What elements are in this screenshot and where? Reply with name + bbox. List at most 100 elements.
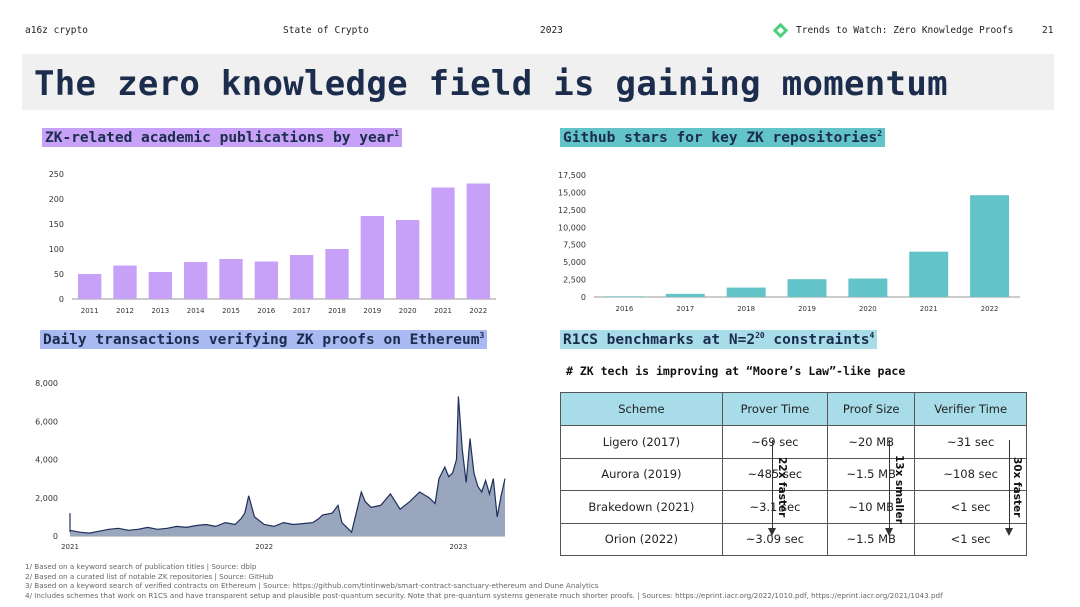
pubs-chart: 0 50 100 150 200 250 2011 2012 2013 2014 2015 2016 2… [49, 170, 496, 315]
bar [787, 279, 827, 297]
y-tick-label: 50 [54, 270, 64, 279]
x-tick-label: 2019 [363, 307, 381, 315]
tx-chart: 0 2,000 4,000 6,000 8,000 2021 2022 2023 [35, 379, 506, 551]
r1cs-footnote-mark: 4 [869, 331, 875, 340]
table-header-row: Scheme Prover Time Proof Size Verifier T… [560, 392, 1027, 426]
y-tick-label: 150 [49, 220, 64, 229]
table-cell: ~31 sec [914, 425, 1027, 459]
bar [396, 220, 420, 299]
y-tick-label: 8,000 [35, 379, 58, 388]
pubs-title: ZK-related academic publications by year… [42, 128, 403, 147]
r1cs-title: R1CS benchmarks at N=220 constraints4 [560, 330, 878, 349]
col-scheme: Scheme [560, 392, 723, 426]
bar [604, 296, 644, 297]
x-tick-label: 2016 [257, 307, 275, 315]
series-line [69, 396, 506, 534]
bar [726, 287, 766, 297]
stars-chart: 0 2,500 5,000 7,500 10,000 12,500 15,000 17,500… [558, 171, 1020, 313]
zk-diamond-icon [772, 22, 789, 39]
bar [113, 265, 137, 299]
table-cell: ~20 MB [827, 425, 916, 459]
table-cell: Brakedown (2021) [560, 490, 723, 524]
r1cs-title-suffix: constraints [764, 331, 870, 348]
footnote-4: 4/ Includes schemes that work on R1CS an… [25, 590, 943, 600]
y-tick-label: 15,000 [558, 188, 586, 197]
bar [431, 187, 455, 299]
r1cs-exponent: 20 [755, 331, 765, 340]
x-tick-label: 2014 [187, 307, 205, 315]
table-cell: ~69 sec [721, 425, 829, 459]
size-improvement-label: 13x smaller [893, 455, 905, 524]
x-tick-label: 2018 [737, 305, 755, 313]
report-label: State of Crypto [283, 25, 369, 36]
table-cell: ~1.5 MB [827, 457, 916, 491]
brand-label: a16z crypto [25, 25, 88, 36]
x-tick-label: 2019 [798, 305, 816, 313]
size-arrow-head [885, 528, 893, 536]
tx-footnote-mark: 3 [479, 331, 485, 340]
table-cell: ~3.1 sec [721, 490, 829, 524]
bar [219, 259, 243, 299]
bar [148, 272, 172, 299]
footnotes: 1/ Based on a keyword search of publicat… [25, 562, 943, 600]
x-tick-label: 2013 [151, 307, 169, 315]
col-proof-size: Proof Size [827, 392, 916, 426]
y-tick-label: 0 [581, 293, 586, 302]
page-title: The zero knowledge field is gaining mome… [34, 64, 948, 104]
x-tick-label: 2015 [222, 307, 240, 315]
x-tick-label: 2012 [116, 307, 134, 315]
y-tick-label: 2,000 [35, 494, 58, 503]
y-tick-label: 0 [53, 532, 58, 541]
y-tick-label: 4,000 [35, 456, 58, 465]
stars-title-text: Github stars for key ZK repositories [563, 129, 878, 146]
year-label: 2023 [540, 25, 563, 36]
table-cell: Orion (2022) [560, 522, 723, 556]
page-number: 21 [1042, 25, 1054, 36]
bar [290, 255, 314, 299]
table-row: Ligero (2017) ~69 sec ~20 MB ~31 sec [560, 425, 1027, 459]
x-tick-label: 2011 [81, 307, 99, 315]
x-tick-label: 2022 [469, 307, 487, 315]
verifier-improvement-label: 30x faster [1011, 457, 1023, 518]
bar [665, 293, 705, 297]
bar [78, 274, 102, 299]
table-cell: Ligero (2017) [560, 425, 723, 459]
footnote-1: 1/ Based on a keyword search of publicat… [25, 562, 257, 571]
bar [325, 249, 349, 299]
x-tick-label: 2020 [399, 307, 417, 315]
stars-footnote-mark: 2 [877, 129, 883, 138]
area-fill [70, 396, 505, 536]
verifier-arrow-line [1009, 440, 1010, 528]
table-row: Orion (2022) ~3.09 sec ~1.5 MB <1 sec [560, 522, 1027, 556]
x-tick-label: 2017 [293, 307, 311, 315]
bar [909, 251, 949, 297]
col-verifier-time: Verifier Time [914, 392, 1027, 426]
prover-arrow-line [772, 440, 773, 528]
table-cell: ~1.5 MB [827, 522, 916, 556]
x-tick-label: 2022 [255, 543, 273, 551]
footnote-3: 3/ Based on a keyword search of verified… [25, 581, 599, 590]
x-tick-label: 2018 [328, 307, 346, 315]
footnote-2: 2/ Based on a curated list of notable ZK… [25, 571, 274, 581]
title-bar: The zero knowledge field is gaining mome… [22, 54, 1054, 110]
verifier-arrow-head [1005, 528, 1013, 536]
y-tick-label: 5,000 [563, 258, 586, 267]
x-tick-label: 2021 [920, 305, 938, 313]
bar [360, 216, 384, 299]
x-tick-label: 2021 [61, 543, 79, 551]
bar [184, 262, 208, 299]
benchmark-table: Scheme Prover Time Proof Size Verifier T… [560, 392, 1027, 556]
table-cell: ~485 sec [721, 457, 829, 491]
y-tick-label: 17,500 [558, 171, 586, 180]
r1cs-title-text: R1CS benchmarks at N=2 [563, 331, 756, 348]
pubs-footnote-mark: 1 [394, 129, 400, 138]
table-row: Aurora (2019) ~485 sec ~1.5 MB ~108 sec [560, 457, 1027, 491]
x-tick-label: 2017 [676, 305, 694, 313]
y-tick-label: 2,500 [563, 276, 586, 285]
x-tick-label: 2021 [434, 307, 452, 315]
col-prover-time: Prover Time [721, 392, 829, 426]
prover-improvement-label: 22x faster [776, 457, 788, 518]
x-tick-label: 2022 [981, 305, 999, 313]
bar [466, 183, 490, 299]
bar [254, 261, 278, 299]
